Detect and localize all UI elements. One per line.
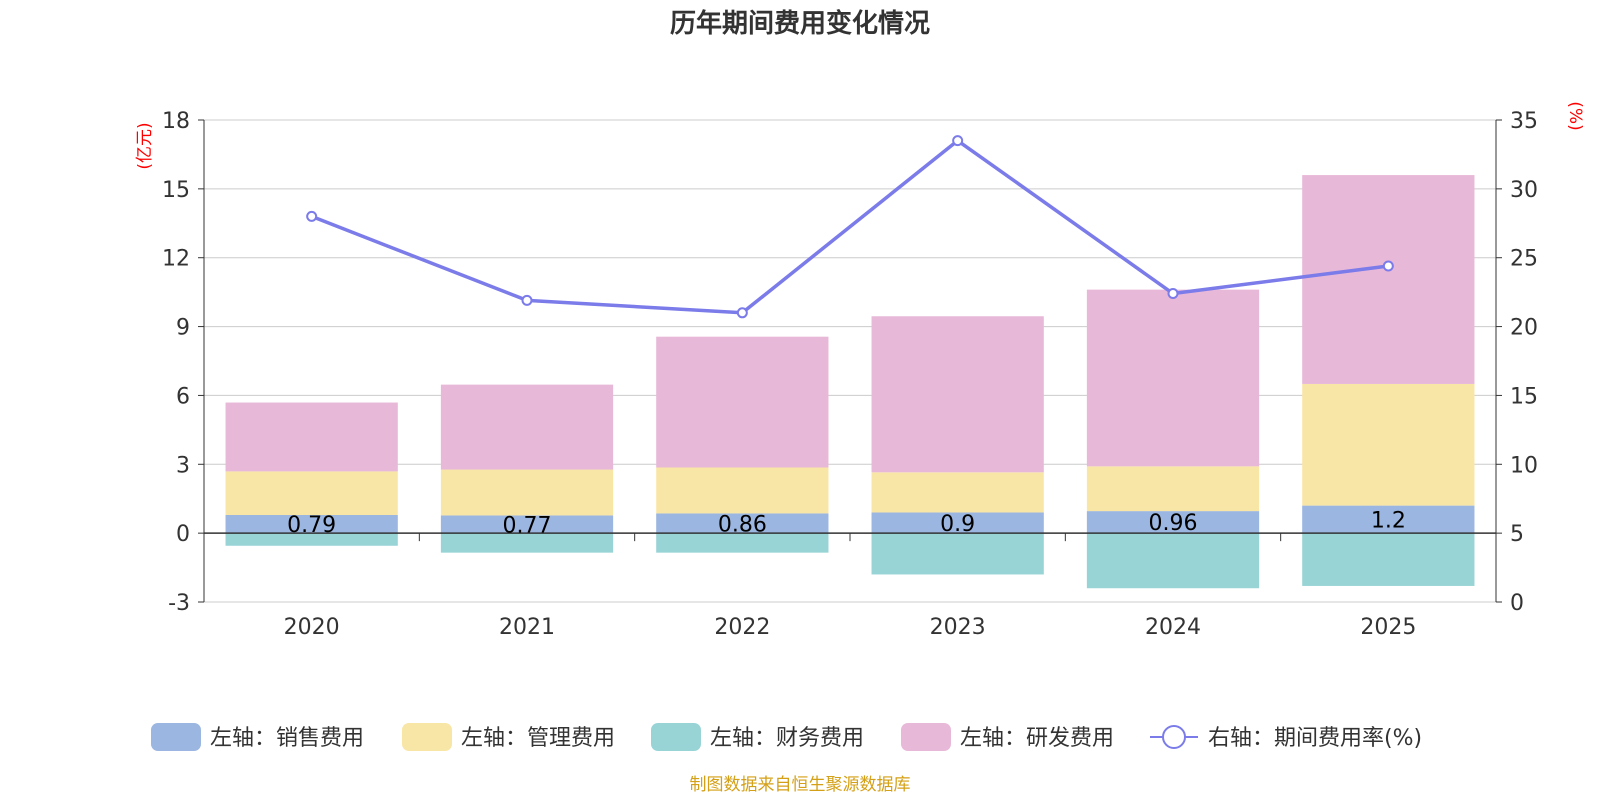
rate-point bbox=[306, 210, 318, 222]
left-axis-tick-label: 12 bbox=[162, 247, 190, 272]
bar-segment bbox=[656, 467, 829, 514]
legend-line-marker bbox=[1162, 725, 1186, 749]
sales-data-label: 0.9 bbox=[940, 512, 975, 537]
sales-data-label: 0.86 bbox=[718, 512, 767, 537]
bar-segment bbox=[1302, 383, 1475, 506]
right-axis-tick-label: 10 bbox=[1510, 453, 1538, 478]
left-axis-tick-label: 0 bbox=[176, 522, 190, 547]
bar-segment bbox=[1302, 533, 1475, 586]
bar-segment bbox=[656, 513, 829, 534]
right-axis-tick-label: 25 bbox=[1510, 247, 1538, 272]
chart-title: 历年期间费用变化情况 bbox=[670, 8, 930, 39]
bar-series bbox=[225, 175, 1475, 589]
right-axis-tick-label: 35 bbox=[1510, 109, 1538, 134]
legend-swatch bbox=[151, 723, 201, 751]
left-axis-tick-label: -3 bbox=[168, 591, 190, 616]
sales-data-label: 0.96 bbox=[1149, 511, 1198, 536]
right-axis-tick-label: 5 bbox=[1510, 522, 1524, 547]
bar-segment bbox=[1086, 511, 1260, 534]
bar-segment bbox=[440, 533, 614, 553]
bar-segment bbox=[1302, 175, 1475, 384]
x-axis-tick-label: 2020 bbox=[284, 615, 340, 640]
x-axis-tick-label: 2023 bbox=[930, 615, 986, 640]
sales-data-label: 0.77 bbox=[503, 513, 552, 538]
source-note: 制图数据来自恒生聚源数据库 bbox=[690, 775, 911, 795]
data-labels: 0.79 0.77 0.86 0.9 0.96 1.2 bbox=[287, 508, 1406, 538]
legend: 左轴：销售费用 左轴：管理费用 左轴：财务费用 左轴：研发费用 右轴：期间费用率(%) bbox=[151, 723, 1422, 751]
bar-segment bbox=[871, 533, 1044, 575]
rate-point bbox=[521, 294, 533, 306]
bar-segment bbox=[1086, 533, 1260, 589]
bar-segment bbox=[871, 512, 1044, 534]
right-axis-unit: (%) bbox=[1565, 101, 1585, 130]
x-axis-tick-label: 2021 bbox=[499, 615, 555, 640]
right-axis-tick-label: 15 bbox=[1510, 384, 1538, 409]
left-axis-unit: (亿元) bbox=[135, 122, 155, 169]
bar-segment bbox=[656, 533, 829, 553]
x-axis-tick-label: 2025 bbox=[1360, 615, 1416, 640]
legend-swatch bbox=[402, 723, 452, 751]
legend-label: 左轴：财务费用 bbox=[710, 726, 864, 751]
legend-label: 左轴：管理费用 bbox=[461, 726, 615, 751]
rate-line bbox=[311, 138, 1389, 315]
left-axis-tick-label: 3 bbox=[176, 453, 190, 478]
rate-point bbox=[1167, 288, 1179, 300]
left-axis-tick-label: 9 bbox=[176, 316, 190, 341]
bar-segment bbox=[225, 515, 398, 534]
bar-segment bbox=[440, 515, 614, 534]
bar-segment bbox=[1086, 289, 1260, 467]
sales-data-label: 0.79 bbox=[287, 513, 336, 538]
left-axis-tick-label: 6 bbox=[176, 384, 190, 409]
bar-segment bbox=[656, 336, 829, 468]
rate-point bbox=[952, 135, 964, 147]
left-axis-tick-label: 18 bbox=[162, 109, 190, 134]
rate-line-series bbox=[306, 135, 1394, 319]
rate-point bbox=[736, 307, 748, 319]
bar-segment bbox=[225, 402, 398, 472]
bar-segment bbox=[225, 471, 398, 516]
right-axis-tick-label: 20 bbox=[1510, 316, 1538, 341]
legend-label: 左轴：销售费用 bbox=[210, 726, 364, 751]
sales-data-label: 1.2 bbox=[1371, 508, 1406, 533]
bar-segment bbox=[871, 316, 1044, 473]
legend-swatch bbox=[651, 723, 701, 751]
bar-segment bbox=[440, 384, 614, 470]
left-axis-tick-label: 15 bbox=[162, 178, 190, 203]
x-axis-tick-label: 2024 bbox=[1145, 615, 1201, 640]
legend-label: 右轴：期间费用率(%) bbox=[1208, 726, 1422, 751]
legend-label: 左轴：研发费用 bbox=[960, 726, 1114, 751]
right-axis-tick-label: 0 bbox=[1510, 591, 1524, 616]
rate-point bbox=[1382, 260, 1394, 272]
bar-segment bbox=[225, 533, 398, 546]
legend-swatch bbox=[901, 723, 951, 751]
bar-segment bbox=[1302, 505, 1475, 534]
bar-segment bbox=[871, 472, 1044, 513]
right-axis-tick-label: 30 bbox=[1510, 178, 1538, 203]
bar-segment bbox=[1086, 466, 1260, 512]
bar-segment bbox=[440, 469, 614, 516]
x-axis-tick-label: 2022 bbox=[714, 615, 770, 640]
